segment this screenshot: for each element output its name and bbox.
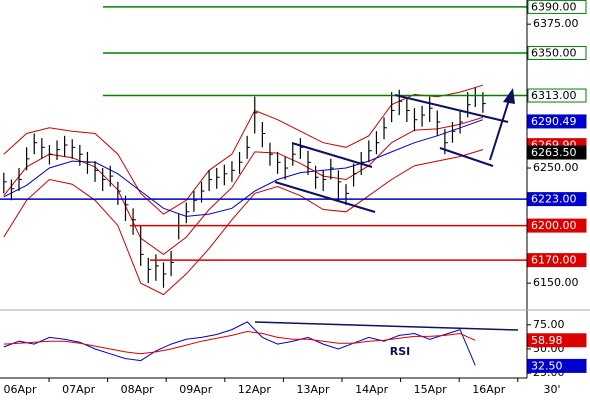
x-tick-label: 14Apr [355, 383, 389, 396]
x-tick-label: 13Apr [296, 383, 330, 396]
price-tag [527, 218, 587, 233]
price-tag-label: 6290.49 [531, 115, 577, 128]
price-tag [527, 145, 587, 160]
x-tick-label: 09Apr [179, 383, 213, 396]
series-line [3, 116, 484, 256]
price-tag [527, 358, 587, 373]
series-line [3, 149, 484, 296]
price-tag-label: 6200.00 [531, 219, 577, 232]
arrow-line [489, 99, 510, 161]
price-tag-label: 32.50 [531, 359, 563, 372]
rsi-trend-line [254, 321, 519, 331]
x-tick-label: 15Apr [414, 383, 448, 396]
x-tick-label: 12Apr [238, 383, 272, 396]
price-tag-label: 6390.00 [531, 0, 577, 13]
price-tag-label: 6313.00 [531, 89, 577, 102]
series-line [3, 84, 484, 215]
price-tag [527, 253, 587, 268]
price-tag-label: 6263.50 [531, 146, 577, 159]
x-tick-label: 07Apr [62, 383, 96, 396]
x-tick-label: 16Apr [472, 383, 506, 396]
y-tick-label: 75.00 [533, 318, 565, 331]
y-tick-label: 6150.00 [533, 276, 579, 289]
x-tick-label: 30' [543, 383, 560, 396]
price-tag [527, 88, 587, 103]
channel-line [291, 142, 373, 168]
y-tick-label: 6250.00 [533, 161, 579, 174]
price-tag [527, 192, 587, 207]
rsi-label: RSI [390, 345, 411, 358]
x-tick-label: 08Apr [121, 383, 155, 396]
arrow-head [503, 88, 515, 104]
price-tag [527, 45, 587, 60]
x-tick-label: 06Apr [3, 383, 37, 396]
channel-line [394, 94, 509, 123]
y-tick-label: 6375.00 [533, 17, 579, 30]
price-tag-label: 6223.00 [531, 193, 577, 206]
price-tag-label: 6170.00 [531, 254, 577, 267]
channel-line [439, 147, 494, 167]
channel-line [274, 181, 376, 213]
price-tag [527, 114, 587, 129]
series-line [3, 330, 476, 355]
price-tag [527, 0, 587, 14]
price-tag-label: 6350.00 [531, 46, 577, 59]
trend-lines [254, 88, 519, 331]
price-tag [527, 333, 587, 348]
price-tag-label: 58.98 [531, 334, 563, 347]
